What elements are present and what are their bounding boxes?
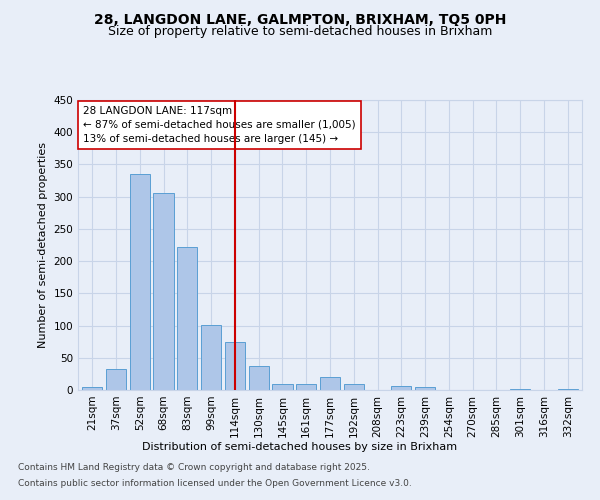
Bar [177,247,197,390]
Bar [130,174,150,390]
Bar [225,342,245,390]
Bar [154,194,173,390]
Bar [272,384,293,390]
Text: Contains public sector information licensed under the Open Government Licence v3: Contains public sector information licen… [18,478,412,488]
Bar [248,366,269,390]
Bar [510,388,530,390]
Bar [557,388,578,390]
Bar [201,325,221,390]
Bar [344,384,364,390]
Bar [320,377,340,390]
Text: Distribution of semi-detached houses by size in Brixham: Distribution of semi-detached houses by … [142,442,458,452]
Bar [391,386,412,390]
Bar [415,388,435,390]
Text: Size of property relative to semi-detached houses in Brixham: Size of property relative to semi-detach… [108,25,492,38]
Text: Contains HM Land Registry data © Crown copyright and database right 2025.: Contains HM Land Registry data © Crown c… [18,464,370,472]
Bar [106,368,126,390]
Bar [296,384,316,390]
Y-axis label: Number of semi-detached properties: Number of semi-detached properties [38,142,48,348]
Bar [82,387,103,390]
Text: 28 LANGDON LANE: 117sqm
← 87% of semi-detached houses are smaller (1,005)
13% of: 28 LANGDON LANE: 117sqm ← 87% of semi-de… [83,106,356,144]
Text: 28, LANGDON LANE, GALMPTON, BRIXHAM, TQ5 0PH: 28, LANGDON LANE, GALMPTON, BRIXHAM, TQ5… [94,12,506,26]
